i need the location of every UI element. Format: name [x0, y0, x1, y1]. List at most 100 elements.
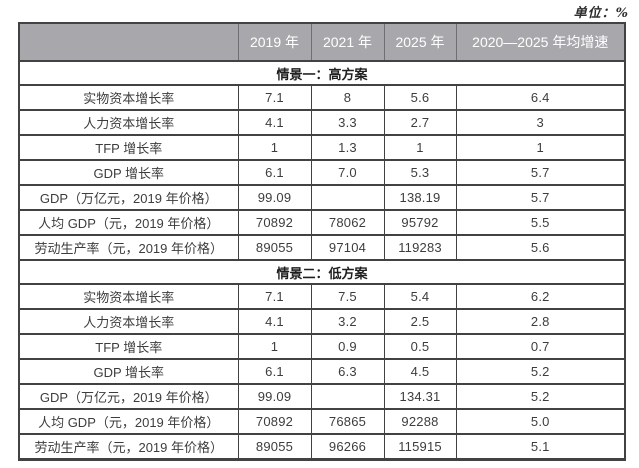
value-cell: 5.3	[383, 159, 457, 186]
table-row: 人均 GDP（元，2019 年价格） 70892 78062 95792 5.5	[18, 209, 626, 236]
row-label-cell: GDP（万亿元，2019 年价格）	[18, 184, 239, 211]
value-cell: 4.5	[383, 358, 457, 385]
row-label-cell: 劳动生产率（元，2019 年价格）	[18, 234, 239, 261]
value-cell: 5.5	[455, 209, 626, 236]
table-row: 实物资本增长率 7.1 7.5 5.4 6.2	[18, 283, 626, 310]
value-cell: 5.1	[455, 433, 626, 460]
value-cell: 1	[237, 333, 312, 360]
value-cell: 95792	[383, 209, 457, 236]
value-cell	[310, 383, 385, 410]
table-row: 劳动生产率（元，2019 年价格） 89055 97104 119283 5.6	[18, 234, 626, 261]
value-cell: 0.5	[383, 333, 457, 360]
value-cell: 70892	[237, 408, 312, 435]
value-cell: 138.19	[383, 184, 457, 211]
scenario-projection-table: 2019 年 2021 年 2025 年 2020—2025 年均增速 情景一：…	[18, 22, 626, 461]
row-label-cell: GDP 增长率	[18, 159, 239, 186]
value-cell: 6.4	[455, 84, 626, 111]
table-row: GDP（万亿元，2019 年价格） 99.09 138.19 5.7	[18, 184, 626, 211]
value-cell: 7.0	[310, 159, 385, 186]
column-header-avg-growth: 2020—2025 年均增速	[455, 22, 626, 62]
value-cell: 99.09	[237, 184, 312, 211]
value-cell: 7.1	[237, 283, 312, 310]
value-cell: 92288	[383, 408, 457, 435]
row-label-cell: 实物资本增长率	[18, 84, 239, 111]
value-cell: 5.0	[455, 408, 626, 435]
unit-label: 单位：%	[573, 6, 629, 21]
row-label-cell: GDP（万亿元，2019 年价格）	[18, 383, 239, 410]
section-title-row: 情景一：高方案	[18, 60, 626, 86]
value-cell: 119283	[383, 234, 457, 261]
section-title-row: 情景二：低方案	[18, 259, 626, 285]
row-label-cell: 人力资本增长率	[18, 109, 239, 136]
row-label-cell: 人均 GDP（元，2019 年价格）	[18, 209, 239, 236]
section-high-scenario: 情景一：高方案 实物资本增长率 7.1 8 5.6 6.4 人力资本增长率 4.1 3.3 2.…	[18, 60, 626, 261]
value-cell: 1	[383, 134, 457, 161]
section-low-scenario: 情景二：低方案 实物资本增长率 7.1 7.5 5.4 6.2 人力资本增长率 4.1 3.2…	[18, 259, 626, 460]
section-title: 情景二：低方案	[18, 259, 626, 285]
value-cell: 5.7	[455, 159, 626, 186]
row-label-cell: TFP 增长率	[18, 333, 239, 360]
value-cell: 3.2	[310, 308, 385, 335]
value-cell: 70892	[237, 209, 312, 236]
value-cell: 6.3	[310, 358, 385, 385]
value-cell: 6.2	[455, 283, 626, 310]
table-header: 2019 年 2021 年 2025 年 2020—2025 年均增速	[18, 22, 626, 62]
row-label-cell: 人力资本增长率	[18, 308, 239, 335]
value-cell: 5.6	[455, 234, 626, 261]
value-cell: 6.1	[237, 159, 312, 186]
value-cell: 89055	[237, 433, 312, 460]
value-cell: 96266	[310, 433, 385, 460]
table-row: 实物资本增长率 7.1 8 5.6 6.4	[18, 84, 626, 111]
value-cell: 2.5	[383, 308, 457, 335]
column-header-2019: 2019 年	[237, 22, 312, 62]
value-cell: 0.7	[455, 333, 626, 360]
value-cell: 7.1	[237, 84, 312, 111]
table-row: TFP 增长率 1 1.3 1 1	[18, 134, 626, 161]
value-cell: 3	[455, 109, 626, 136]
value-cell: 4.1	[237, 308, 312, 335]
value-cell: 7.5	[310, 283, 385, 310]
table-row: GDP 增长率 6.1 7.0 5.3 5.7	[18, 159, 626, 186]
table-row: GDP（万亿元，2019 年价格） 99.09 134.31 5.2	[18, 383, 626, 410]
value-cell: 99.09	[237, 383, 312, 410]
table-row: 人力资本增长率 4.1 3.2 2.5 2.8	[18, 308, 626, 335]
value-cell: 89055	[237, 234, 312, 261]
row-label-cell: 人均 GDP（元，2019 年价格）	[18, 408, 239, 435]
value-cell: 76865	[310, 408, 385, 435]
header-row: 2019 年 2021 年 2025 年 2020—2025 年均增速	[18, 22, 626, 62]
row-label-cell: GDP 增长率	[18, 358, 239, 385]
column-header-2025: 2025 年	[383, 22, 457, 62]
table-row: 人力资本增长率 4.1 3.3 2.7 3	[18, 109, 626, 136]
column-header-empty	[18, 22, 239, 62]
column-header-2021: 2021 年	[310, 22, 385, 62]
value-cell: 1.3	[310, 134, 385, 161]
table-row: GDP 增长率 6.1 6.3 4.5 5.2	[18, 358, 626, 385]
table-row: 劳动生产率（元，2019 年价格） 89055 96266 115915 5.1	[18, 433, 626, 460]
value-cell: 97104	[310, 234, 385, 261]
value-cell: 3.3	[310, 109, 385, 136]
value-cell: 5.7	[455, 184, 626, 211]
value-cell: 6.1	[237, 358, 312, 385]
value-cell: 115915	[383, 433, 457, 460]
section-title: 情景一：高方案	[18, 60, 626, 86]
value-cell: 5.2	[455, 358, 626, 385]
row-label-cell: 实物资本增长率	[18, 283, 239, 310]
table-row: 人均 GDP（元，2019 年价格） 70892 76865 92288 5.0	[18, 408, 626, 435]
value-cell	[310, 184, 385, 211]
table-row: TFP 增长率 1 0.9 0.5 0.7	[18, 333, 626, 360]
value-cell: 78062	[310, 209, 385, 236]
value-cell: 1	[237, 134, 312, 161]
value-cell: 2.7	[383, 109, 457, 136]
value-cell: 134.31	[383, 383, 457, 410]
value-cell: 2.8	[455, 308, 626, 335]
row-label-cell: TFP 增长率	[18, 134, 239, 161]
value-cell: 5.4	[383, 283, 457, 310]
value-cell: 1	[455, 134, 626, 161]
row-label-cell: 劳动生产率（元，2019 年价格）	[18, 433, 239, 460]
value-cell: 5.6	[383, 84, 457, 111]
value-cell: 5.2	[455, 383, 626, 410]
value-cell: 4.1	[237, 109, 312, 136]
value-cell: 8	[310, 84, 385, 111]
value-cell: 0.9	[310, 333, 385, 360]
